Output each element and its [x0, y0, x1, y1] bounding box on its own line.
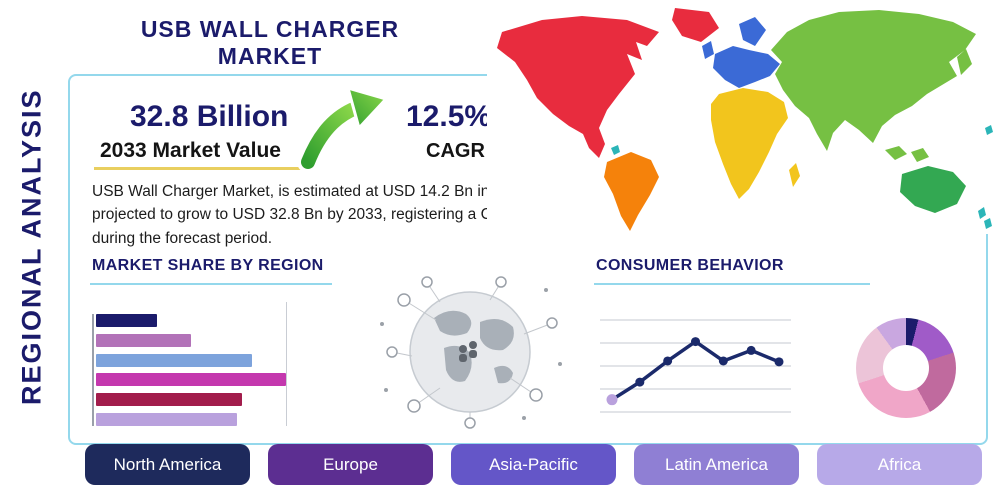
caption-underline: [94, 167, 306, 170]
region-buttons: North America Europe Asia-Pacific Latin Ame…: [85, 444, 982, 485]
growth-arrow-icon: [298, 86, 389, 170]
bar-chart-gridline: [286, 302, 287, 426]
market-share-bar-chart: [92, 314, 292, 426]
market-share-bar-2: [96, 333, 191, 347]
consumer-behavior-underline: [594, 283, 870, 285]
market-share-heading: MARKET SHARE BY REGION: [92, 257, 324, 274]
map-oceania: [900, 166, 966, 213]
market-value-stat: 32.8 Billion: [130, 100, 289, 133]
map-greenland: [672, 8, 719, 42]
line-marker-4: [691, 337, 700, 347]
region-button-north-america[interactable]: North America: [85, 444, 250, 485]
line-marker-6: [746, 345, 756, 355]
map-south-america: [604, 152, 659, 231]
market-share-bar-1: [96, 314, 157, 327]
line-marker-2: [635, 377, 645, 387]
region-button-europe[interactable]: Europe: [268, 444, 433, 485]
market-share-bar-3: [96, 353, 252, 367]
market-share-underline: [90, 283, 332, 285]
donut-hole: [883, 345, 929, 391]
market-share-bar-4: [96, 373, 286, 387]
consumer-behavior-heading: CONSUMER BEHAVIOR: [596, 257, 784, 274]
side-label-regional-analysis: REGIONAL ANALYSIS: [16, 88, 47, 406]
arrow-head: [345, 86, 389, 131]
line-marker-3: [663, 356, 673, 366]
region-donut-chart: [856, 318, 956, 418]
market-share-bar-6: [96, 412, 237, 426]
cagr-caption: CAGR: [426, 140, 485, 162]
market-value-caption: 2033 Market Value: [100, 139, 281, 162]
consumer-behavior-line-chart: [600, 319, 791, 413]
line-marker-1: [606, 394, 618, 406]
world-map: [487, 2, 999, 234]
page-title: USB WALL CHARGER MARKET: [140, 16, 400, 69]
map-north-america: [497, 16, 659, 158]
map-africa: [711, 88, 800, 199]
arrow-shaft: [301, 101, 363, 169]
line-marker-7: [774, 357, 784, 367]
line-marker-5: [718, 356, 728, 366]
map-asia: [771, 10, 976, 162]
market-description: USB Wall Charger Market, is estimated at…: [92, 183, 591, 247]
region-button-latin-america[interactable]: Latin America: [634, 444, 799, 485]
region-button-africa[interactable]: Africa: [817, 444, 982, 485]
market-share-bar-5: [96, 393, 242, 407]
globe-network-graphic: [380, 276, 562, 429]
cagr-stat: 12.5%: [406, 100, 492, 133]
region-button-asia-pacific[interactable]: Asia-Pacific: [451, 444, 616, 485]
map-europe: [702, 17, 780, 88]
